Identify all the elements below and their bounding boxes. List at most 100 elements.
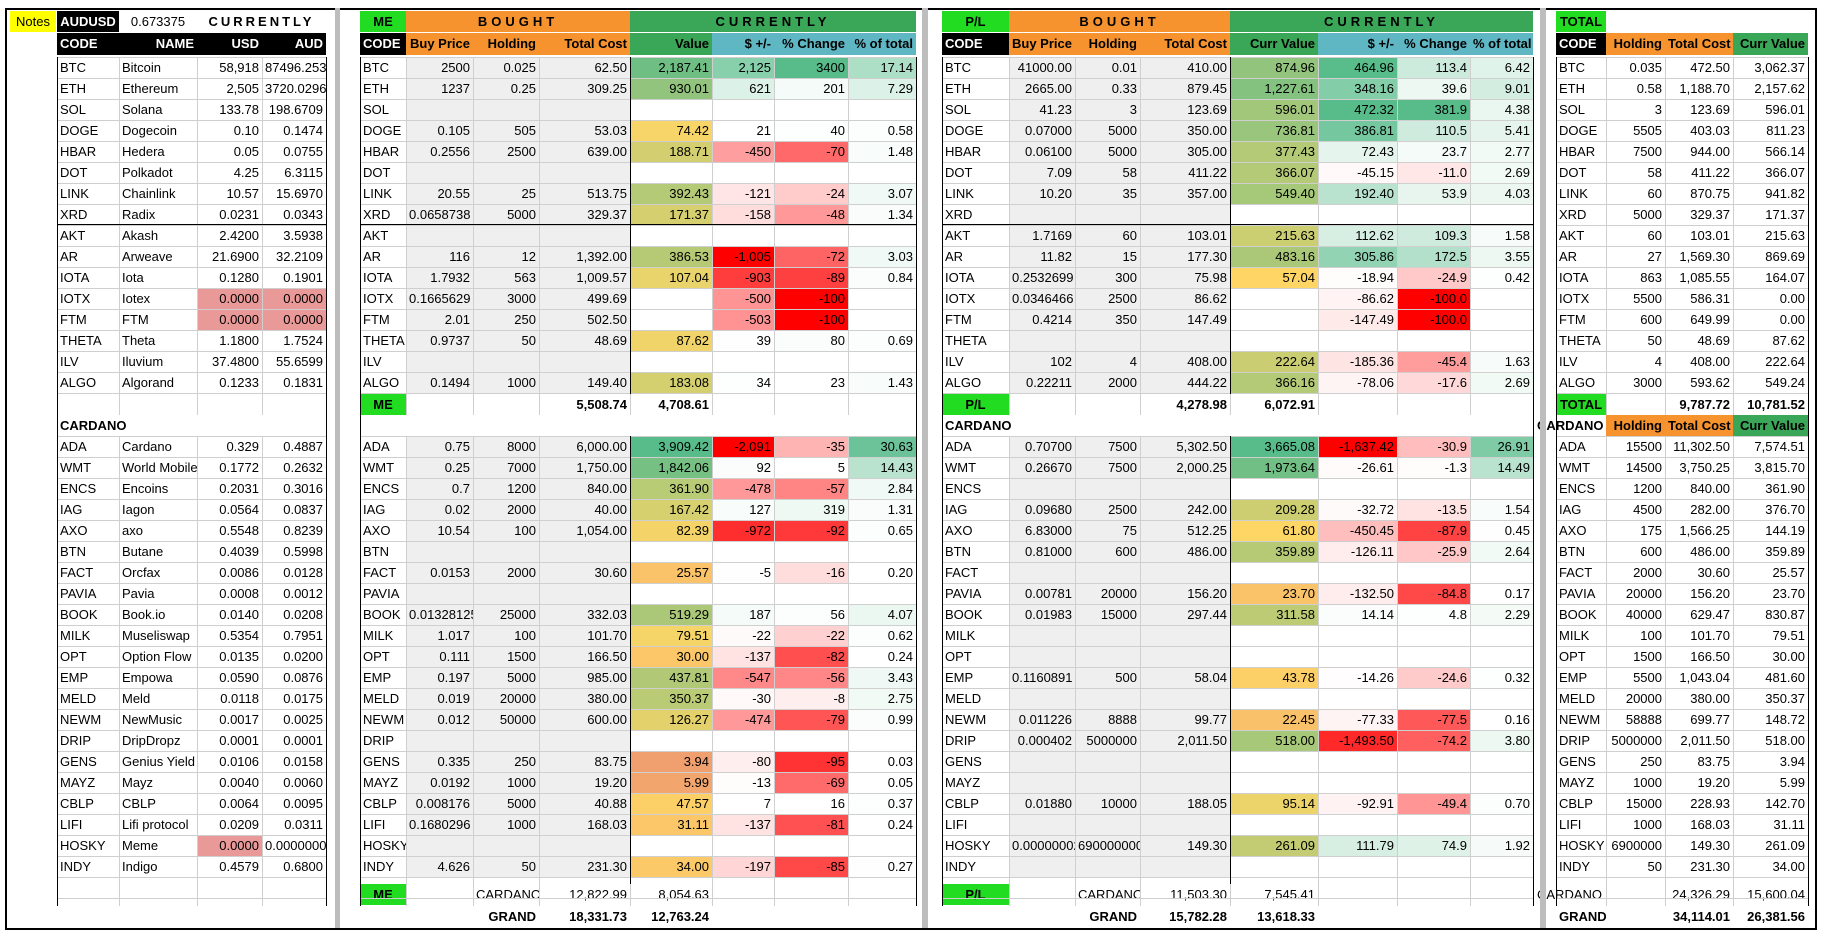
b-col-3-cell: 149.40: [539, 372, 630, 393]
c-col-4-cell: [1230, 309, 1318, 330]
b-col-3-cell: 309.25: [539, 78, 630, 99]
grid-line: [57, 667, 326, 668]
d-col-1-cell: 50: [1647, 859, 1662, 874]
grid-line: [57, 267, 326, 268]
grid-line: [1556, 457, 1808, 458]
b-col-3-cell: 40.00: [539, 499, 630, 520]
c-col-7-cell: 3.55: [1470, 246, 1533, 267]
b-col-6-cell: -48: [774, 204, 848, 225]
a-aud-cell: 0.0311: [284, 817, 323, 832]
a-usd-cell: 0.0001: [219, 733, 259, 748]
d-col-3-cell: 261.09: [1765, 838, 1805, 853]
a-code-cell: XRD: [60, 207, 88, 222]
grid-line: [942, 224, 1533, 225]
b-col-2-cell: 100: [473, 520, 539, 541]
exchange-rate-cell[interactable]: 0.673375: [130, 14, 186, 29]
d-col-2-cell: 149.30: [1690, 838, 1730, 853]
b-col-2-cell: [473, 583, 539, 604]
c-col-7-cell: 4.38: [1470, 99, 1533, 120]
grid-line: [1556, 520, 1808, 521]
c-col-7-cell: 2.77: [1470, 141, 1533, 162]
a-usd-cell: 0.0008: [219, 586, 259, 601]
d-col-1-cell: 60: [1647, 186, 1662, 201]
c-col-5-cell: [1318, 625, 1397, 646]
b-col-1-cell: 1.017: [406, 625, 473, 646]
a-code-cell: ENCS: [60, 481, 97, 496]
b-col-6-cell: -79: [774, 709, 848, 730]
c-col-6-cell: -13.5: [1397, 499, 1470, 520]
c-col-4-cell: 483.16: [1230, 246, 1318, 267]
c-col-4-cell: 736.81: [1230, 120, 1318, 141]
b-col-7-cell: 1.43: [848, 372, 916, 393]
d-col-0-cell: ETH: [1559, 81, 1585, 96]
b-col-2-cell: 5000: [473, 793, 539, 814]
c-col-3-cell: 75.98: [1140, 267, 1230, 288]
b-col-2-cell: 2500: [473, 141, 539, 162]
a-name-cell: Meld: [122, 691, 151, 706]
c-col-5-cell: -26.61: [1318, 457, 1397, 478]
c-col-4-cell: [1230, 288, 1318, 309]
grid-line: [942, 99, 1533, 100]
c-col-4-cell: [1230, 772, 1318, 793]
b-col-5-cell: 92: [712, 457, 774, 478]
b-col-3-cell: 166.50: [539, 646, 630, 667]
grid-line: [57, 204, 326, 205]
d-col-3-cell: 941.82: [1765, 186, 1805, 201]
b-col-6-cell: -57: [774, 478, 848, 499]
b-col-3-cell: 83.75: [539, 751, 630, 772]
d-col-1-cell: 1500: [1633, 649, 1662, 664]
d-col-0-cell: AXO: [1559, 523, 1587, 538]
c-header-6: % Change: [1397, 33, 1470, 55]
grid-line: [1556, 99, 1808, 100]
a-code-cell: OPT: [60, 649, 87, 664]
grid-line: [942, 814, 1533, 815]
c-col-6-cell: 4.8: [1397, 604, 1470, 625]
b-col-3-cell: 48.69: [539, 330, 630, 351]
d-col-1-cell: 5000: [1633, 207, 1662, 222]
b-col-6-cell: [774, 541, 848, 562]
d-col-0-cell: IOTX: [1559, 291, 1590, 306]
c-col-2-cell: [1075, 814, 1140, 835]
a-header-1: NAME: [119, 33, 197, 55]
c-col-7-cell: 1.63: [1470, 351, 1533, 372]
d-col-0-cell: DOT: [1559, 165, 1587, 180]
grid-line: [942, 856, 1533, 857]
currency-pair-cell[interactable]: AUDUSD: [57, 11, 119, 32]
a-aud-cell: 0.4887: [283, 439, 323, 454]
b-col-4-cell: 171.37: [630, 204, 712, 225]
d-col-0-cell: XRD: [1559, 207, 1587, 222]
grid-line: [57, 330, 326, 331]
b-col-4-cell: 1,842.06: [630, 457, 712, 478]
grid-line: [57, 835, 326, 836]
grid-line: [360, 667, 916, 668]
grid-line: [360, 225, 916, 226]
grid-line: [1815, 8, 1817, 930]
c-col-4-cell: 874.96: [1230, 57, 1318, 78]
b-col-3-cell: [539, 583, 630, 604]
b-col-4-cell: 183.08: [630, 372, 712, 393]
a-name-cell: DripDropz: [122, 733, 181, 748]
c-col-7-cell: 1.58: [1470, 225, 1533, 246]
b-col-1-cell: 0.0153: [406, 562, 473, 583]
c-col-7-cell: [1470, 751, 1533, 772]
grid-line: [1397, 436, 1398, 906]
grid-line: [942, 667, 1533, 668]
b-col-1-cell: [406, 162, 473, 183]
a-aud-cell: 0.6800: [283, 859, 323, 874]
b-col-3-cell: [539, 730, 630, 751]
b-col-1-cell: 0.0192: [406, 772, 473, 793]
b-col-1-cell: [406, 541, 473, 562]
b-col-7-cell: 1.48: [848, 141, 916, 162]
grid-line: [360, 224, 916, 225]
b-col-0-cell: DOGE: [363, 123, 402, 138]
c-col-6-cell: -74.2: [1397, 730, 1470, 751]
b-col-3-cell: 168.03: [539, 814, 630, 835]
c-header-4: Curr Value: [1230, 33, 1318, 55]
c-col-1-cell: 0.000000021: [1009, 835, 1075, 856]
c-col-0-cell: EMP: [945, 670, 974, 685]
notes-cell[interactable]: Notes: [10, 11, 56, 32]
grid-line: [360, 393, 916, 394]
c-col-1-cell: 0.06100: [1009, 141, 1075, 162]
a-aud-cell: 0.0001: [283, 733, 323, 748]
b-col-2-cell: 5000: [473, 667, 539, 688]
